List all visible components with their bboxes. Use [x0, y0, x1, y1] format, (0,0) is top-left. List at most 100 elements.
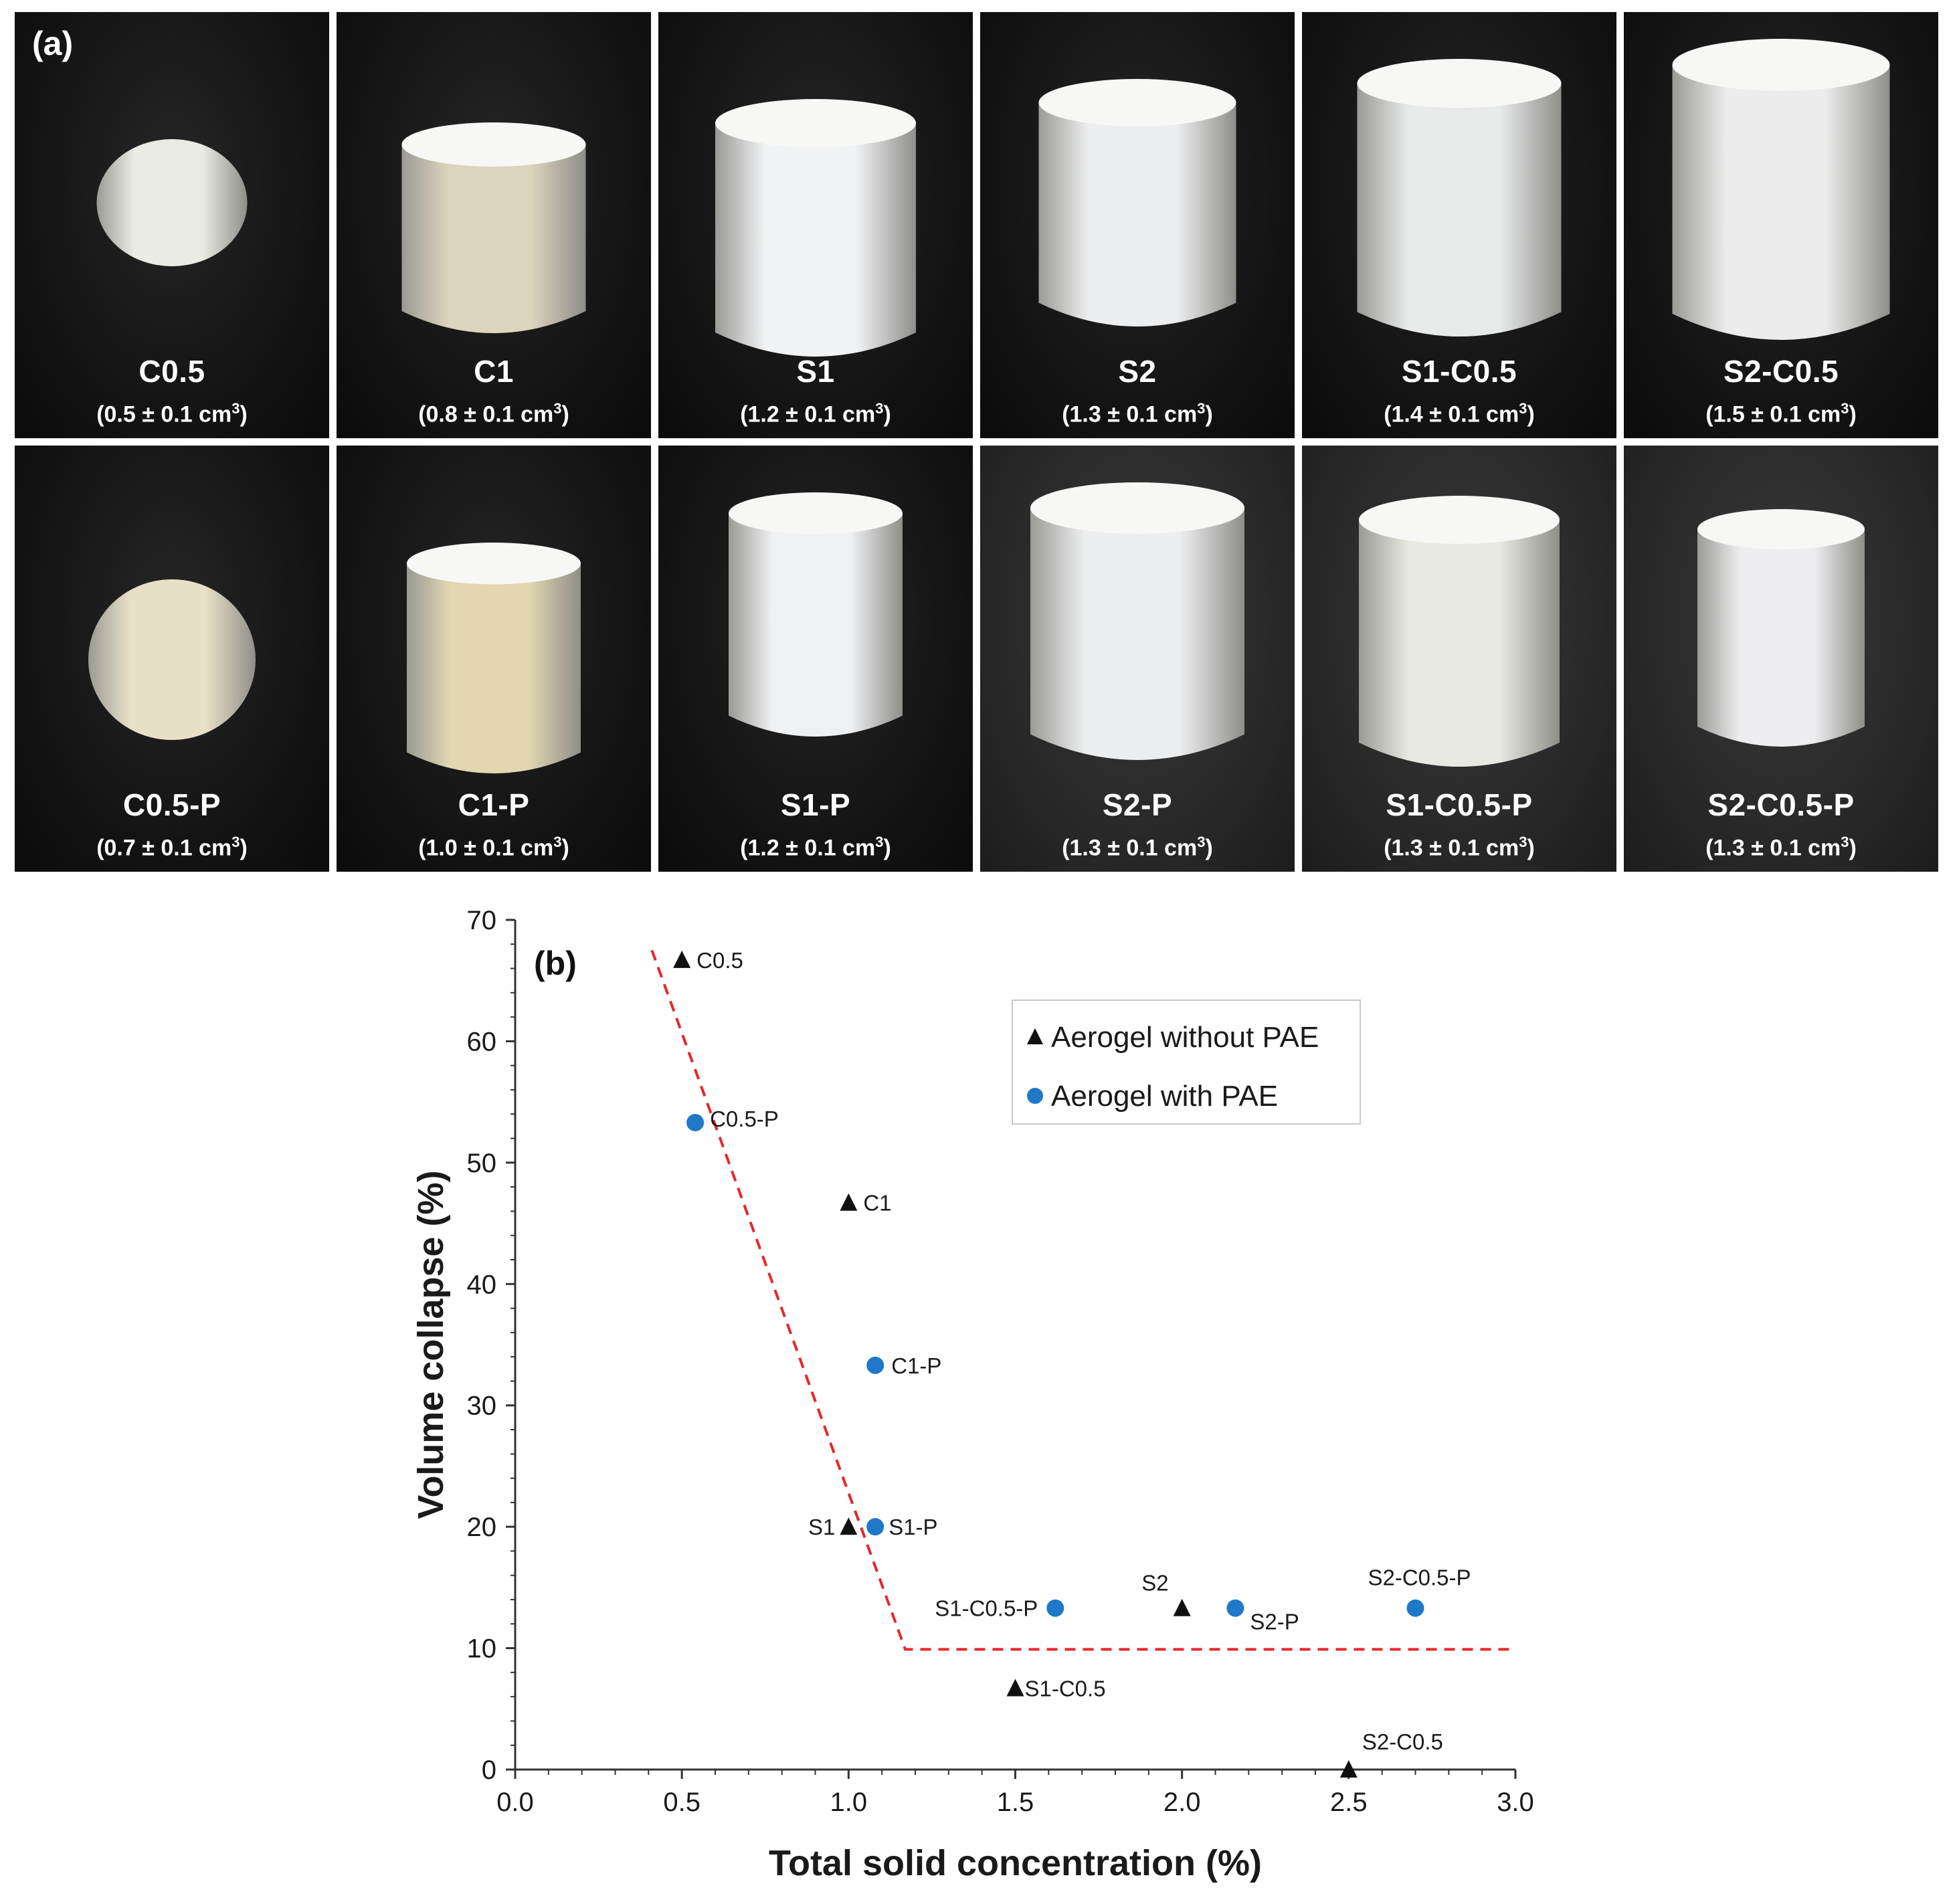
aerogel-sample-image [715, 99, 916, 357]
sample-volume: (1.2 ± 0.1 cm3) [740, 400, 891, 427]
sample-tile: S2-P (1.3 ± 0.1 cm3) [980, 446, 1295, 872]
x-tick-label: 2.5 [1330, 1788, 1368, 1817]
aerogel-sample-image [1672, 39, 1890, 340]
marker-triangle [840, 1517, 858, 1535]
trend-line [650, 949, 1515, 1651]
marker-triangle [1006, 1679, 1024, 1697]
sample-name: S2 [1118, 354, 1157, 389]
aerogel-sample-image [1357, 59, 1562, 337]
aerogel-sample-image [1038, 78, 1236, 326]
sample-volume: (1.4 ± 0.1 cm3) [1384, 400, 1535, 427]
point-label: S2-C0.5 [1362, 1729, 1443, 1754]
sample-volume: (1.3 ± 0.1 cm3) [1705, 834, 1857, 861]
sample-tile: S1-C0.5-P (1.3 ± 0.1 cm3) [1302, 446, 1616, 872]
marker-triangle [673, 950, 691, 968]
sample-tile: S1 (1.2 ± 0.1 cm3) [658, 12, 973, 438]
sample-tile: C0.5-P (0.7 ± 0.1 cm3) [15, 446, 329, 872]
sample-name: C0.5 [138, 354, 205, 389]
sample-tile: C1-P (1.0 ± 0.1 cm3) [337, 446, 651, 872]
sample-tile: S2-C0.5-P (1.3 ± 0.1 cm3) [1624, 446, 1938, 872]
marker-circle [686, 1113, 705, 1131]
aerogel-sample-image [1359, 496, 1560, 767]
x-tick-label: 1.0 [830, 1788, 868, 1817]
aerogel-sample-image [401, 122, 586, 333]
marker-circle [1406, 1599, 1424, 1617]
sample-volume: (1.0 ± 0.1 cm3) [418, 834, 569, 861]
point-label: S1-C0.5 [1025, 1676, 1106, 1701]
sample-tile: S1-C0.5 (1.4 ± 0.1 cm3) [1302, 12, 1616, 438]
point-label: C1-P [891, 1353, 941, 1378]
chart-svg: 0 10 20 30 40 50 60 70 0.0 0.5 1.0 1.5 2.0 2.5 3.0 Tota… [411, 906, 1534, 1883]
aerogel-sample-image [96, 139, 248, 266]
marker-triangle [1339, 1760, 1358, 1778]
y-tick-label: 60 [467, 1027, 497, 1056]
legend-entry: Aerogel with PAE [1051, 1080, 1278, 1113]
sample-volume: (0.5 ± 0.1 cm3) [96, 400, 248, 427]
sample-name: S2-C0.5 [1723, 354, 1839, 389]
marker-circle [1226, 1599, 1244, 1617]
sample-tile: C0.5 (0.5 ± 0.1 cm3) [15, 12, 329, 438]
sample-name: S2-C0.5-P [1707, 787, 1855, 822]
point-label: S2-P [1250, 1610, 1299, 1634]
x-axis-title: Total solid concentration (%) [769, 1843, 1262, 1883]
sample-volume: (1.5 ± 0.1 cm3) [1705, 400, 1857, 427]
point-label: S2 [1141, 1571, 1168, 1596]
sample-tile: S2-C0.5 (1.5 ± 0.1 cm3) [1624, 12, 1938, 438]
y-tick-label: 10 [467, 1634, 497, 1664]
marker-triangle [1173, 1598, 1191, 1616]
y-tick-label: 20 [467, 1513, 497, 1542]
sample-name: S2-P [1102, 787, 1173, 822]
x-tick-label: 2.0 [1163, 1788, 1201, 1817]
legend-entry: Aerogel without PAE [1051, 1021, 1319, 1054]
sample-tile: S1-P (1.2 ± 0.1 cm3) [658, 446, 973, 872]
x-tick-label: 0.0 [496, 1788, 534, 1817]
y-tick-label: 50 [467, 1149, 497, 1178]
aerogel-sample-image [1697, 509, 1865, 747]
point-label: C0.5-P [710, 1107, 779, 1131]
y-tick-label: 30 [467, 1392, 497, 1421]
panel-b-label: (b) [534, 945, 577, 982]
point-label: S1-C0.5-P [935, 1596, 1038, 1621]
aerogel-sample-image [88, 579, 256, 740]
legend-box [1012, 999, 1361, 1125]
sample-volume: (0.7 ± 0.1 cm3) [96, 834, 248, 861]
sample-volume: (1.3 ± 0.1 cm3) [1384, 834, 1535, 861]
sample-name: S1 [796, 354, 835, 389]
x-tick-label: 1.5 [997, 1788, 1034, 1817]
y-tick-label: 70 [467, 906, 497, 935]
y-tick-label: 40 [467, 1270, 497, 1299]
point-label: S2-C0.5-P [1368, 1565, 1471, 1590]
sample-tile: S2 (1.3 ± 0.1 cm3) [980, 12, 1295, 438]
panel-a-label: (a) [32, 25, 74, 62]
marker-circle [866, 1356, 884, 1374]
aerogel-sample-image [729, 492, 903, 737]
sample-volume: (1.3 ± 0.1 cm3) [1062, 400, 1213, 427]
sample-name: S1-C0.5-P [1386, 787, 1533, 822]
sample-name: C0.5-P [122, 787, 221, 822]
sample-volume: (1.2 ± 0.1 cm3) [740, 834, 891, 861]
sample-name: S1-P [780, 787, 851, 822]
sample-volume: (0.8 ± 0.1 cm3) [418, 400, 569, 427]
marker-circle [1046, 1599, 1064, 1617]
y-axis-title: Volume collapse (%) [411, 1170, 451, 1519]
aerogel-sample-image [407, 543, 581, 773]
marker-circle [866, 1518, 884, 1536]
sample-photo-grid: (a) C0.5 (0.5 ± 0.1 cm3) C1 (0.8 ± 0.1 cm3)… [15, 12, 1944, 875]
legend-marker-triangle [1027, 1028, 1043, 1044]
legend-marker-circle [1027, 1088, 1043, 1104]
x-tick-label: 3.0 [1497, 1788, 1534, 1817]
sample-name: C1-P [458, 787, 530, 822]
point-label: S1-P [889, 1515, 937, 1539]
point-label: C1 [863, 1191, 891, 1216]
volume-collapse-chart: 0 10 20 30 40 50 60 70 0.0 0.5 1.0 1.5 2.0 2.5 3.0 Tota… [0, 876, 1959, 1901]
marker-triangle [840, 1193, 858, 1211]
x-tick-label: 0.5 [663, 1788, 701, 1817]
point-label: S1 [808, 1515, 835, 1539]
sample-tile: C1 (0.8 ± 0.1 cm3) [337, 12, 651, 438]
sample-name: C1 [474, 354, 514, 389]
aerogel-sample-image [1030, 482, 1244, 760]
sample-name: S1-C0.5 [1401, 354, 1517, 389]
sample-volume: (1.3 ± 0.1 cm3) [1062, 834, 1213, 861]
y-tick-label: 0 [482, 1755, 496, 1785]
point-label: C0.5 [696, 948, 743, 973]
